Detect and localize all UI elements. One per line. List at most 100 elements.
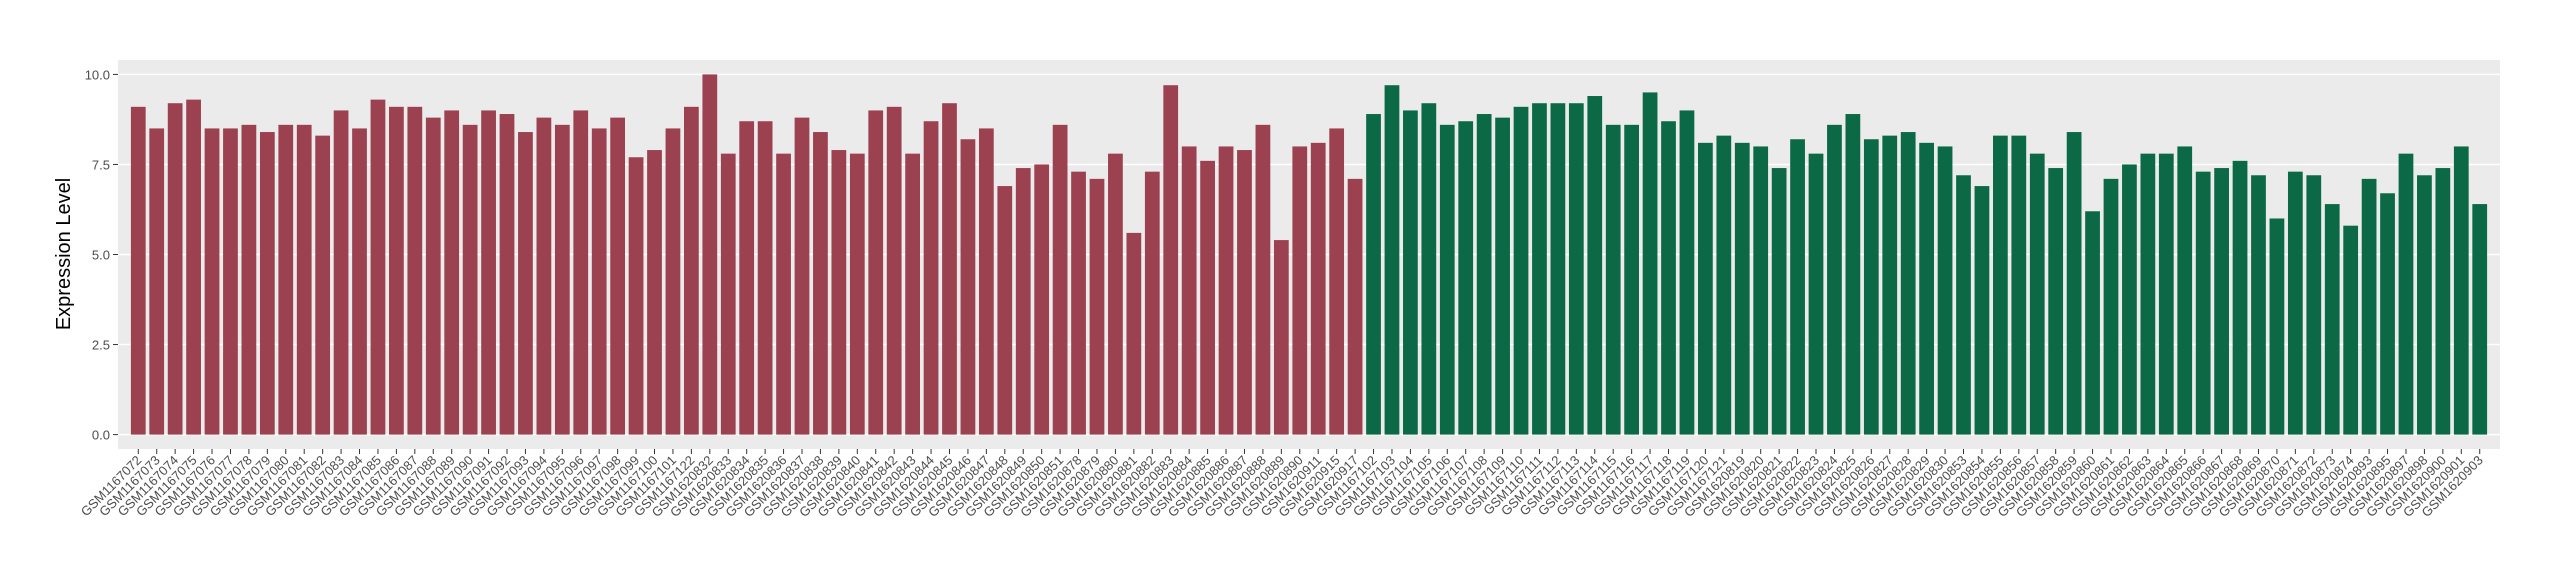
bar (2435, 168, 2451, 435)
bar (849, 153, 865, 435)
bar (1937, 146, 1953, 435)
bar (1661, 121, 1676, 435)
bar (1273, 240, 1289, 435)
bar (1034, 164, 1050, 435)
bar (2029, 153, 2045, 435)
bar (702, 74, 718, 435)
bar (1108, 153, 1123, 435)
bar (186, 99, 201, 435)
bar (149, 128, 165, 435)
bar (1181, 146, 1197, 435)
bar (2380, 193, 2395, 435)
bar (1218, 146, 1234, 435)
bar (2324, 204, 2340, 435)
bar (831, 150, 847, 435)
bar (167, 103, 183, 435)
bar (223, 128, 238, 435)
y-tick-label: 10.0 (85, 67, 110, 82)
bar (518, 132, 533, 435)
bar (2177, 146, 2193, 435)
bar (2361, 178, 2377, 435)
bar (278, 124, 294, 435)
bar (1992, 135, 2008, 435)
bar (333, 110, 349, 435)
bar (2472, 204, 2488, 435)
bar (1347, 178, 1363, 435)
bar (241, 124, 257, 435)
bar (1790, 139, 1805, 435)
bar (1698, 142, 1713, 435)
bar (1015, 168, 1031, 435)
bar (684, 106, 699, 435)
bar (776, 153, 791, 435)
bar (1771, 168, 1787, 435)
y-tick-label: 2.5 (92, 338, 110, 353)
bar (2140, 153, 2156, 435)
bar (1753, 146, 1769, 435)
bar (1827, 124, 1842, 435)
bar (1237, 150, 1252, 435)
bar (536, 117, 552, 435)
bar (204, 128, 220, 435)
bar (554, 124, 570, 435)
bar (1329, 128, 1345, 435)
bar (1476, 114, 1492, 435)
bar (1845, 114, 1861, 435)
bar (259, 132, 275, 435)
bar (868, 110, 884, 435)
bar (1384, 85, 1400, 435)
bar (720, 153, 736, 435)
bar (1126, 232, 1142, 435)
bar (2011, 135, 2027, 435)
bar (1403, 110, 1418, 435)
bar (2103, 178, 2119, 435)
bar (1605, 124, 1621, 435)
bar (1495, 117, 1510, 435)
bar (1292, 146, 1308, 435)
bar (1882, 135, 1898, 435)
bar (2232, 160, 2248, 435)
bar (2066, 132, 2082, 435)
bar (1808, 153, 1824, 435)
bar (628, 157, 644, 435)
bar (1679, 110, 1695, 435)
bar (1144, 171, 1160, 435)
bar (2195, 171, 2211, 435)
bar (2214, 168, 2229, 435)
bar (1900, 132, 1916, 435)
bar (757, 121, 773, 435)
bar (130, 106, 146, 435)
bar (1089, 178, 1105, 435)
bar (978, 128, 994, 435)
bar (1366, 114, 1381, 435)
bar (813, 132, 828, 435)
bar (462, 124, 478, 435)
bar (296, 124, 312, 435)
bar (960, 139, 976, 435)
bar (2048, 168, 2064, 435)
bar (2343, 225, 2359, 435)
y-tick-label: 0.0 (92, 428, 110, 443)
bar (1310, 142, 1326, 435)
bar (1642, 92, 1658, 435)
bar (665, 128, 681, 435)
bar (2085, 211, 2100, 435)
bar (1439, 124, 1455, 435)
bar (2122, 164, 2137, 435)
bar (2158, 153, 2174, 435)
bar (647, 150, 662, 435)
bar (407, 106, 423, 435)
bar (1587, 96, 1603, 435)
y-axis-label: Expression Level (53, 178, 75, 330)
bar (1421, 103, 1437, 435)
bar (370, 99, 386, 435)
bar (794, 117, 810, 435)
bar (315, 135, 331, 435)
bar (2417, 175, 2432, 435)
bar (1550, 103, 1566, 435)
bar (481, 110, 496, 435)
bar (2287, 171, 2303, 435)
bar (2398, 153, 2414, 435)
bar (2269, 218, 2285, 435)
